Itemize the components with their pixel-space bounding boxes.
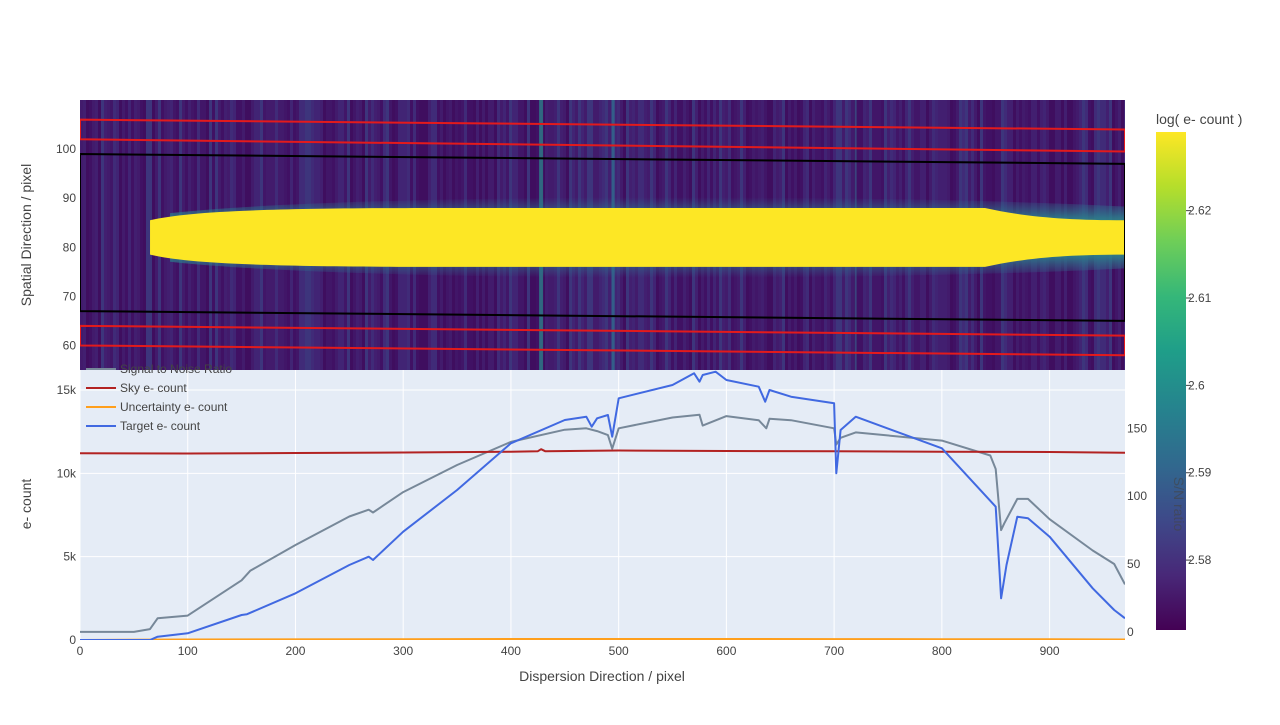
noise-column <box>140 100 143 370</box>
noise-column <box>113 100 116 370</box>
noise-column <box>122 100 125 370</box>
image-y-tick-label: 100 <box>56 142 76 156</box>
aperture-sky-lower <box>80 324 1125 357</box>
series-line-0 <box>80 413 1125 633</box>
noise-column <box>143 100 146 370</box>
noise-column <box>80 100 83 370</box>
colorbar-tick-label: 2.58 <box>1188 553 1212 567</box>
aperture-regions <box>80 118 1125 357</box>
spectrum-series <box>80 370 1125 640</box>
colorbar-title: log( e- count ) <box>1156 111 1242 127</box>
image-y-axis-title: Spatial Direction / pixel <box>18 164 34 306</box>
y2-tick-label: 0 <box>1127 625 1134 639</box>
noise-column <box>107 100 110 370</box>
series-line-3 <box>80 370 1125 640</box>
y2-tick-label: 100 <box>1127 489 1147 503</box>
image-y-axis: 60 70 80 90 100 <box>56 142 76 352</box>
y-tick-label: 15k <box>57 383 77 397</box>
noise-column <box>86 100 89 370</box>
noise-column <box>95 100 98 370</box>
x-tick-label: 300 <box>393 644 413 658</box>
noise-column <box>98 100 101 370</box>
noise-column <box>137 100 140 370</box>
aperture-sky-upper <box>80 118 1125 153</box>
noise-column <box>110 100 113 370</box>
noise-column <box>146 100 149 370</box>
noise-column <box>119 100 122 370</box>
spectrum-y-axis: 0 5k 10k 15k <box>57 383 77 647</box>
legend-item[interactable]: Uncertainty e- count <box>86 400 228 414</box>
noise-column <box>128 100 131 370</box>
noise-column <box>92 100 95 370</box>
noise-column <box>116 100 119 370</box>
y2-tick-label: 50 <box>1127 557 1141 571</box>
image-y-tick-label: 80 <box>63 240 77 254</box>
noise-column <box>89 100 92 370</box>
image-y-tick-label: 70 <box>63 289 77 303</box>
colorbar-tick-label: 2.62 <box>1188 204 1212 218</box>
spectrum-image-panel <box>80 100 1125 370</box>
colorbar-gradient <box>1156 132 1186 630</box>
x-tick-label: 500 <box>609 644 629 658</box>
image-y-tick-label: 90 <box>63 191 77 205</box>
colorbar-tick-label: 2.61 <box>1188 291 1212 305</box>
spectrum-y2-axis-title: S/N ratio <box>1171 477 1187 532</box>
x-tick-label: 900 <box>1040 644 1060 658</box>
spectrum-plot-background <box>80 370 1125 640</box>
legend-item[interactable]: Sky e- count <box>86 381 187 395</box>
series-line-1 <box>80 448 1125 455</box>
legend[interactable]: Signal to Noise Ratio Sky e- count Uncerta… <box>86 362 232 433</box>
legend-item[interactable]: Signal to Noise Ratio <box>86 362 232 376</box>
spectrum-x-axis-title: Dispersion Direction / pixel <box>519 668 685 684</box>
x-tick-label: 400 <box>501 644 521 658</box>
aperture-target <box>80 152 1125 322</box>
trace-saturated-core <box>150 208 1125 267</box>
x-tick-label: 700 <box>824 644 844 658</box>
y2-tick-label: 150 <box>1127 421 1147 435</box>
colorbar-tick-label: 2.6 <box>1188 378 1205 392</box>
legend-label: Signal to Noise Ratio <box>120 362 232 376</box>
colorbar[interactable]: 2.58 2.59 2.6 2.61 2.62 log( e- count ) <box>1156 111 1242 630</box>
noise-column <box>101 100 104 370</box>
spectrum-y2-axis: 0 50 100 150 <box>1127 421 1147 639</box>
colorbar-ticks: 2.58 2.59 2.6 2.61 2.62 <box>1186 204 1212 567</box>
spectrum-x-axis: 0 100 200 300 400 500 600 700 800 900 <box>77 644 1060 658</box>
image-y-tick-label: 60 <box>63 338 77 352</box>
noise-column <box>125 100 128 370</box>
y-tick-label: 5k <box>63 550 77 564</box>
y-tick-label: 10k <box>57 466 77 480</box>
x-tick-label: 100 <box>178 644 198 658</box>
series-line-2 <box>80 638 1125 640</box>
legend-label: Uncertainty e- count <box>120 400 228 414</box>
x-tick-label: 600 <box>716 644 736 658</box>
x-tick-label: 0 <box>77 644 84 658</box>
x-tick-label: 800 <box>932 644 952 658</box>
noise-column <box>131 100 134 370</box>
spectral-trace <box>150 197 1125 278</box>
colorbar-tick-label: 2.59 <box>1188 466 1212 480</box>
spectrum-y-axis-title: e- count <box>18 479 34 530</box>
legend-label: Sky e- count <box>120 381 187 395</box>
x-tick-label: 200 <box>285 644 305 658</box>
noise-column <box>104 100 107 370</box>
y-tick-label: 0 <box>69 633 76 647</box>
legend-item[interactable]: Target e- count <box>86 419 201 433</box>
noise-column <box>134 100 137 370</box>
noise-column <box>83 100 86 370</box>
legend-label: Target e- count <box>120 419 201 433</box>
